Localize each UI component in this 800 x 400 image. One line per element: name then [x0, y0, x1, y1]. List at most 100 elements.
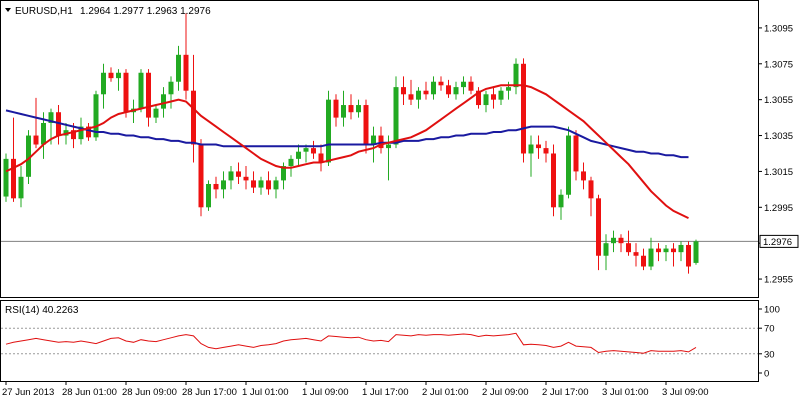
time-tick-label: 2 Jul 01:00 [422, 387, 468, 398]
bear-candle [243, 166, 249, 190]
bull-candle [303, 144, 309, 163]
candle-body [326, 99, 331, 163]
candle-body [266, 180, 271, 190]
candle-body [86, 126, 91, 138]
candle-body [71, 130, 76, 140]
bull-candle [273, 176, 279, 199]
bull-candle [221, 171, 226, 199]
candle-body [93, 94, 99, 138]
bear-candle [123, 69, 129, 118]
bear-candle [521, 58, 526, 163]
bear-candle [311, 140, 316, 159]
bull-candle [296, 144, 301, 167]
candle-body [341, 105, 346, 118]
price-tick-label: 1.3015 [764, 167, 793, 178]
candle-body [108, 72, 114, 79]
candle-body [356, 105, 361, 113]
candle-body [183, 54, 189, 91]
candle-body [101, 72, 106, 95]
candle-body [33, 135, 39, 145]
candle-body [678, 244, 684, 253]
bull-candle [168, 76, 174, 109]
bear-candle [333, 94, 339, 127]
bear-candle [573, 130, 579, 181]
candle-body [198, 144, 204, 208]
time-tick-label: 3 Jul 01:00 [602, 387, 648, 398]
bear-candle [251, 171, 256, 193]
candle-body [401, 87, 406, 95]
bull-candle [498, 87, 504, 106]
bull-candle [258, 176, 264, 195]
bear-candle [108, 67, 114, 82]
ma-slow-series [5, 109, 689, 159]
price-tick-label: 1.3075 [764, 59, 793, 70]
bull-candle [153, 105, 159, 123]
bull-candle [603, 234, 609, 271]
bull-candle [326, 90, 331, 167]
time-tick-label: 3 Jul 09:00 [662, 387, 708, 398]
bear-candle [408, 79, 414, 106]
time-tick-label: 2 Jul 17:00 [542, 387, 588, 398]
bull-candle [393, 76, 399, 149]
bull-candle [26, 130, 31, 184]
bull-candle [431, 76, 436, 100]
price-tick-label: 1.3035 [764, 131, 793, 142]
candle-body [161, 94, 166, 109]
candle-body [348, 105, 354, 113]
bull-candle [416, 87, 421, 109]
price-tick-label: 1.2955 [764, 275, 793, 286]
rsi-tick-label: 100 [764, 305, 780, 316]
rsi-tick-label: 30 [764, 349, 775, 360]
candle-body [371, 135, 376, 145]
candle-body [431, 81, 436, 95]
bear-candle [266, 171, 271, 195]
bull-candle [101, 63, 106, 109]
bull-candle [648, 237, 654, 271]
bull-candle [116, 69, 121, 91]
candle-body [258, 180, 264, 188]
candle-body [693, 241, 699, 263]
time-tick-label: 28 Jun 09:00 [122, 387, 177, 398]
bear-candle [183, 13, 189, 100]
candle-body [191, 90, 196, 145]
price-tick-label: 1.3055 [764, 95, 793, 106]
bull-candle [461, 76, 466, 95]
candle-body [146, 72, 151, 118]
candle-body [483, 94, 489, 106]
bull-candle [558, 189, 564, 220]
bear-candle [146, 69, 151, 127]
bear-candle [588, 176, 594, 217]
candle-body [41, 122, 46, 145]
candle-body [176, 54, 181, 82]
time-tick-label: 27 Jun 2013 [2, 387, 54, 398]
candle-body [423, 90, 429, 95]
candle-body [656, 248, 661, 253]
bear-candle [641, 248, 646, 271]
bear-candle [543, 140, 549, 163]
bear-candle [446, 79, 451, 98]
candle-body [491, 94, 496, 100]
current-price-tag-bg [759, 234, 799, 248]
candle-body [138, 72, 144, 109]
rsi-tick-label: 70 [764, 324, 775, 335]
candle-body [18, 176, 24, 199]
bear-candle [468, 76, 474, 95]
candle-body [243, 176, 249, 181]
candle-body [333, 99, 339, 118]
main-panel-frame [0, 0, 759, 298]
candle-body [11, 158, 16, 199]
candles [3, 13, 699, 274]
bear-candle [596, 194, 601, 271]
bear-candle [401, 76, 406, 106]
candle-body [551, 153, 556, 208]
bull-candle [3, 153, 9, 202]
candle-body [603, 243, 609, 256]
candle-body [506, 87, 511, 91]
rsi-tick-label: 0 [764, 369, 769, 380]
bear-candle [318, 144, 324, 172]
candle-body [288, 158, 294, 167]
candle-body [513, 63, 519, 88]
candle-body [648, 248, 654, 267]
candle-body [281, 166, 286, 181]
candle-body [303, 148, 309, 152]
